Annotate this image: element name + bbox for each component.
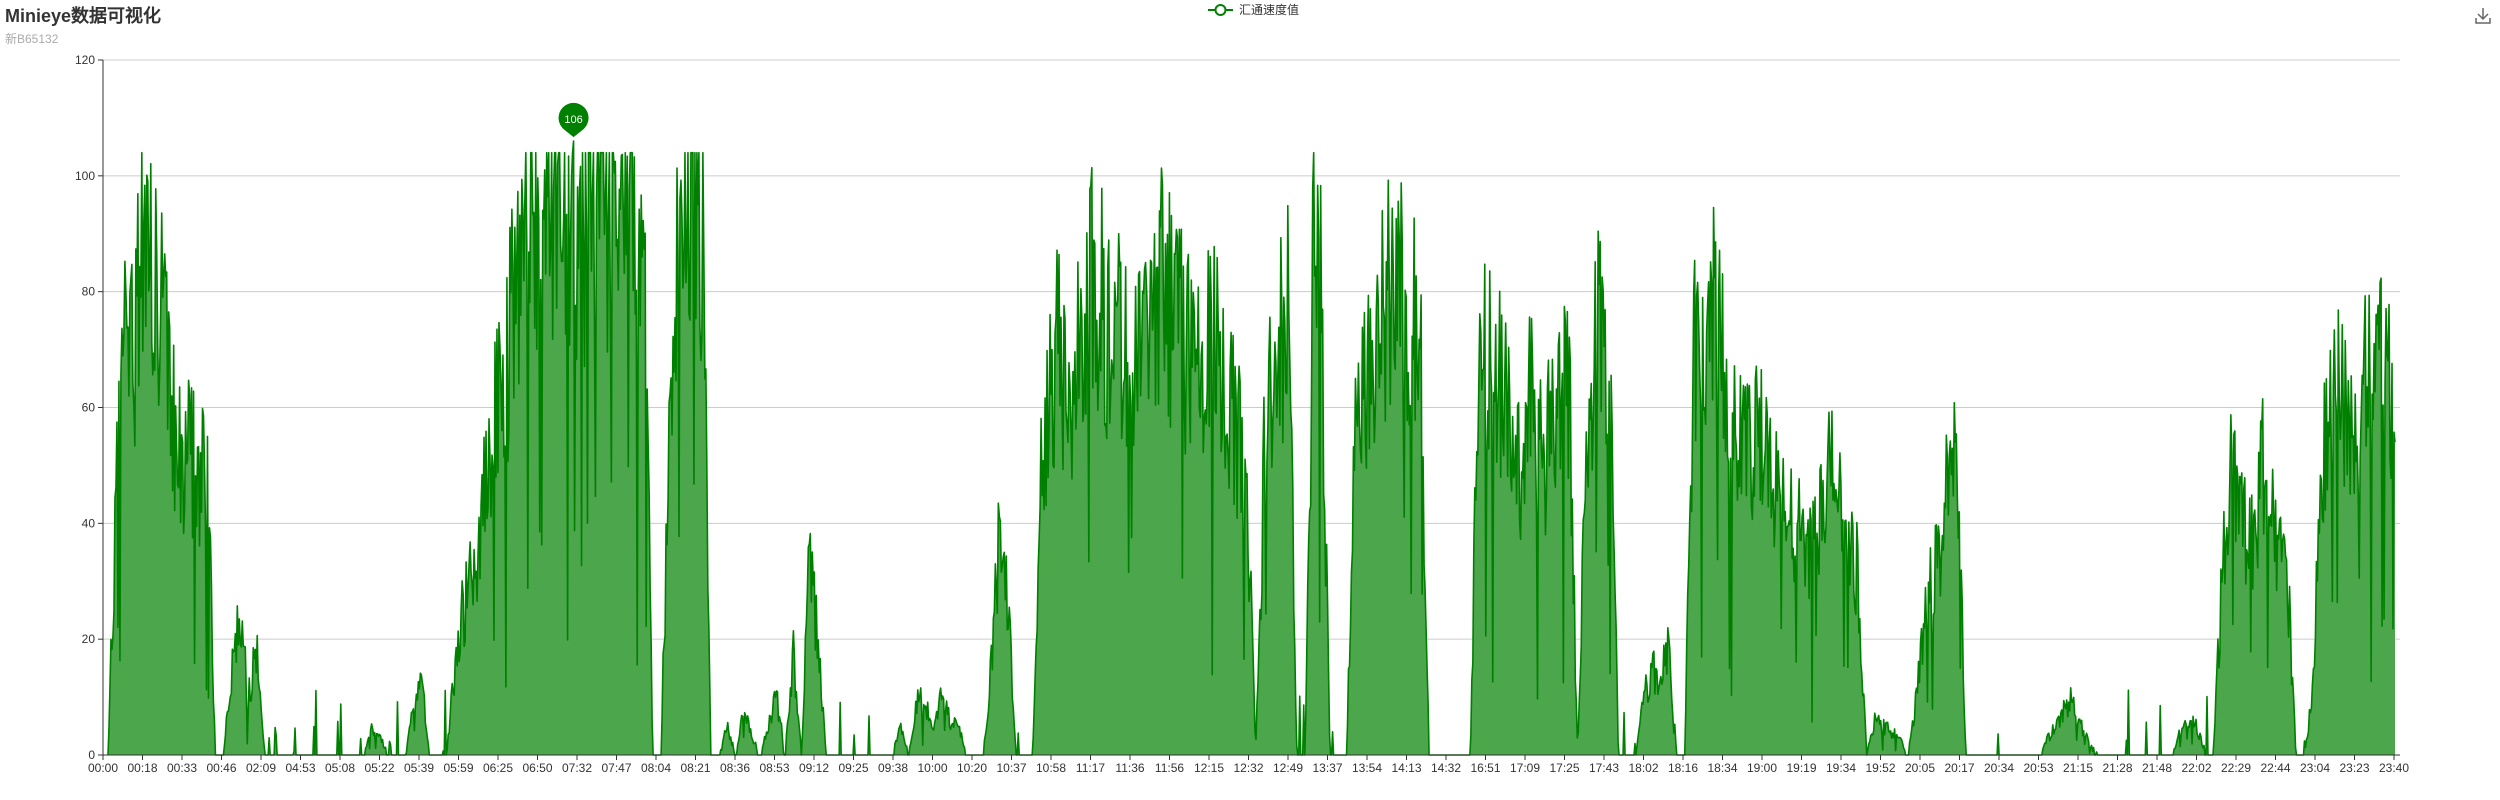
x-tick-label: 23:40: [2379, 761, 2409, 775]
x-tick-label: 00:46: [206, 761, 236, 775]
x-tick-label: 07:47: [601, 761, 631, 775]
x-tick-label: 00:00: [88, 761, 118, 775]
chart-subtitle: 新B65132: [5, 32, 59, 46]
x-tick-label: 11:17: [1076, 761, 1105, 775]
x-tick-label: 09:25: [838, 761, 868, 775]
y-tick-label: 120: [75, 53, 95, 67]
x-tick-label: 00:18: [127, 761, 157, 775]
mark-label: 106: [564, 114, 582, 126]
x-tick-label: 23:23: [2339, 761, 2369, 775]
x-tick-label: 18:16: [1668, 761, 1698, 775]
x-tick-label: 11:36: [1115, 761, 1144, 775]
x-tick-label: 21:15: [2063, 761, 2093, 775]
y-tick-label: 40: [82, 516, 96, 530]
x-tick-label: 21:28: [2102, 761, 2132, 775]
x-tick-label: 12:15: [1194, 761, 1224, 775]
x-tick-label: 05:08: [325, 761, 355, 775]
x-tick-label: 05:39: [404, 761, 434, 775]
x-tick-label: 22:02: [2181, 761, 2211, 775]
x-tick-label: 18:02: [1628, 761, 1658, 775]
x-tick-label: 18:34: [1707, 761, 1737, 775]
x-tick-label: 20:05: [1905, 761, 1935, 775]
x-tick-label: 20:53: [2023, 761, 2053, 775]
x-tick-label: 13:37: [1312, 761, 1342, 775]
legend-item-speed[interactable]: 汇通速度值: [1208, 1, 1299, 18]
grid-lines: [103, 59, 2400, 640]
x-tick-label: 06:25: [483, 761, 513, 775]
y-tick-label: 0: [88, 748, 95, 762]
x-tick-label: 10:00: [917, 761, 947, 775]
y-tick-label: 100: [75, 169, 95, 183]
x-tick-label: 08:04: [641, 761, 671, 775]
x-tick-label: 12:32: [1233, 761, 1263, 775]
x-tick-label: 11:56: [1155, 761, 1184, 775]
max-mark-point: 106: [558, 102, 589, 138]
chart-title: Minieye数据可视化: [5, 6, 162, 26]
series-area-fill: [108, 141, 2395, 755]
download-icon: [2475, 8, 2491, 24]
x-tick-label: 19:19: [1786, 761, 1816, 775]
x-tick-label: 23:04: [2300, 761, 2330, 775]
x-tick-label: 13:54: [1352, 761, 1382, 775]
y-tick-label: 80: [82, 285, 96, 299]
x-axis-ticks: 00:00 00:18 00:33 00:46 02:09 04:53 05:08 05:22…: [88, 755, 2409, 775]
x-tick-label: 08:53: [759, 761, 789, 775]
x-tick-label: 04:53: [285, 761, 315, 775]
legend-label: 汇通速度值: [1239, 3, 1300, 17]
x-tick-label: 19:34: [1826, 761, 1856, 775]
x-tick-label: 10:37: [996, 761, 1026, 775]
x-tick-label: 14:32: [1431, 761, 1461, 775]
x-tick-label: 10:58: [1036, 761, 1066, 775]
legend-line-circle-icon: [1208, 3, 1233, 16]
x-tick-label: 22:29: [2221, 761, 2251, 775]
x-tick-label: 22:44: [2260, 761, 2290, 775]
x-tick-label: 17:25: [1549, 761, 1579, 775]
x-tick-label: 05:59: [443, 761, 473, 775]
x-tick-label: 14:13: [1391, 761, 1421, 775]
x-tick-label: 08:36: [720, 761, 750, 775]
x-tick-label: 20:17: [1944, 761, 1974, 775]
y-tick-label: 20: [82, 632, 96, 646]
x-tick-label: 12:49: [1273, 761, 1303, 775]
x-tick-label: 19:00: [1747, 761, 1777, 775]
x-tick-label: 17:43: [1589, 761, 1619, 775]
x-tick-label: 10:20: [957, 761, 987, 775]
x-tick-label: 05:22: [364, 761, 394, 775]
x-tick-label: 07:32: [562, 761, 592, 775]
x-tick-label: 21:48: [2142, 761, 2172, 775]
x-tick-label: 02:09: [246, 761, 276, 775]
x-tick-label: 00:33: [167, 761, 197, 775]
x-tick-label: 19:52: [1865, 761, 1895, 775]
x-tick-label: 06:50: [522, 761, 552, 775]
x-tick-label: 09:12: [799, 761, 829, 775]
x-tick-label: 09:38: [878, 761, 908, 775]
y-axis-ticks: 0 20 40 60 80 100 120: [75, 53, 103, 762]
x-tick-label: 08:21: [680, 761, 710, 775]
mark-pin: [558, 102, 589, 138]
x-tick-label: 17:09: [1510, 761, 1540, 775]
save-as-image-button[interactable]: [2473, 6, 2493, 26]
x-tick-label: 16:51: [1470, 761, 1500, 775]
y-tick-label: 60: [82, 401, 96, 415]
series-area: [107, 140, 2396, 756]
x-tick-label: 20:34: [1984, 761, 2014, 775]
